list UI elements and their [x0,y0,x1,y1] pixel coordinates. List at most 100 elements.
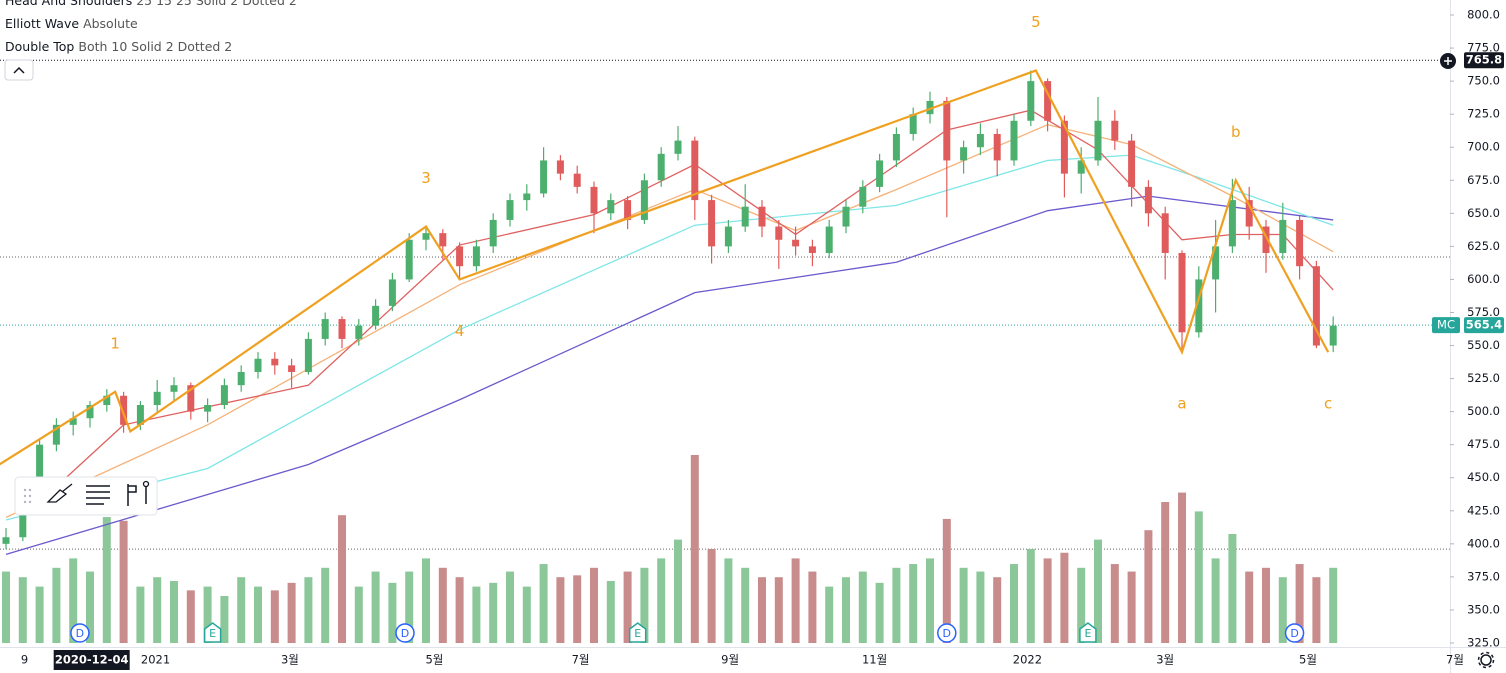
volume-bar [18,577,27,643]
volume-bar [993,577,1002,643]
candle-body [288,365,296,372]
y-tick-label: 425.0 [1467,503,1500,517]
volume-bar [942,518,951,643]
candle-body [1178,252,1186,333]
y-tick-label: 325.0 [1467,636,1500,650]
legend-params: Absolute [83,16,138,31]
volume-bar [254,586,262,643]
candle-body [388,279,396,306]
x-tick-label: 3월 [281,653,299,667]
event-badge [1284,623,1305,643]
legend-item: Elliott Wave Absolute [5,16,138,31]
y-tick-label: 675.0 [1467,173,1500,187]
volume-bar [69,558,78,643]
volume-bar [606,580,615,643]
wave-label: a [1177,395,1186,413]
volume-bar [1127,571,1136,643]
candle-body [1077,160,1085,174]
y-tick-label: 400.0 [1467,536,1500,550]
volume-bar [808,571,817,643]
y-tick-label: 575.0 [1467,305,1500,319]
candle-body [792,239,800,247]
volume-bar [640,567,649,643]
candle-body [187,385,195,412]
price-tag [1464,52,1504,69]
y-tick-label: 775.0 [1467,41,1500,55]
volume-bar [371,571,380,643]
price-tag-value: 565.4 [1466,318,1502,332]
candle-body [86,405,94,419]
candle-body [1010,120,1018,161]
event-label: D [76,627,84,640]
candle-body [926,100,934,115]
volume-bar [791,558,800,643]
candle-body [321,319,329,339]
add-button[interactable] [1440,53,1456,69]
y-tick-label: 600.0 [1467,272,1500,286]
price-tag-name-box [1432,317,1460,334]
legend-name: Head And Shoulders [5,0,132,8]
candle-body [573,173,581,187]
volume-bar [976,571,985,643]
elliott-wave [0,69,1330,466]
volume-bar [1295,564,1304,643]
candle-body [1296,219,1304,267]
wave-label: c [1324,395,1332,413]
settings-button[interactable] [1477,651,1495,669]
volume-bar [35,586,44,643]
candle-body [220,385,228,406]
candle-body [540,160,548,194]
volume-bar [858,571,867,643]
candle-body [1245,200,1253,227]
volume-bar [875,582,884,643]
y-tick-label: 650.0 [1467,206,1500,220]
volume-bar [489,582,498,643]
volume-bar [1245,571,1254,643]
crosshair-label: 2020-12-04 [55,653,129,667]
volume-bar [170,580,178,643]
volume-bar [52,567,61,643]
y-tick-label: 375.0 [1467,569,1500,583]
candle-body [590,186,598,214]
volume-bar [1077,567,1086,643]
volume-bar [657,558,666,643]
legend-params: Both 10 Solid 2 Dotted 2 [78,39,232,54]
candle-body [607,200,615,214]
y-tick-label: 725.0 [1467,107,1500,121]
collapse-button[interactable] [4,59,34,81]
x-tick-label: 7월 [1446,653,1464,667]
candle-body [691,140,699,201]
drawing-toolbar[interactable] [14,476,158,516]
volume-bar [1110,564,1119,643]
event-badge [628,622,647,643]
volume-bar [1010,564,1018,643]
wave-label: 3 [421,169,431,187]
volume-bar [1228,533,1237,643]
candle-body [103,395,111,406]
x-tick-label: 5월 [425,653,443,667]
y-tick-label: 625.0 [1467,239,1500,253]
volume-bar [220,596,229,643]
volume-bar [1144,530,1153,643]
volume-bar [539,564,548,643]
event-label: D [401,627,409,640]
legend-item: Head And Shoulders 25 15 25 Solid 2 Dotte… [5,0,297,8]
candle-body [758,206,766,227]
volume-bar [1043,558,1052,643]
candle-body [355,325,363,339]
candle-body [808,246,816,253]
candle-body [1144,186,1152,214]
volume-bar [590,567,598,643]
candle-body [1111,120,1119,141]
candle-body [1212,246,1220,280]
candle-body [1060,120,1068,174]
volume-bar [707,549,716,643]
volume-bar [1262,567,1270,643]
candle-body [1161,213,1169,253]
candle-body [523,193,531,201]
candle-body [724,226,732,247]
event-label: E [209,627,216,640]
price-tag-value: 765.8 [1466,53,1502,67]
candle-body [489,219,497,247]
